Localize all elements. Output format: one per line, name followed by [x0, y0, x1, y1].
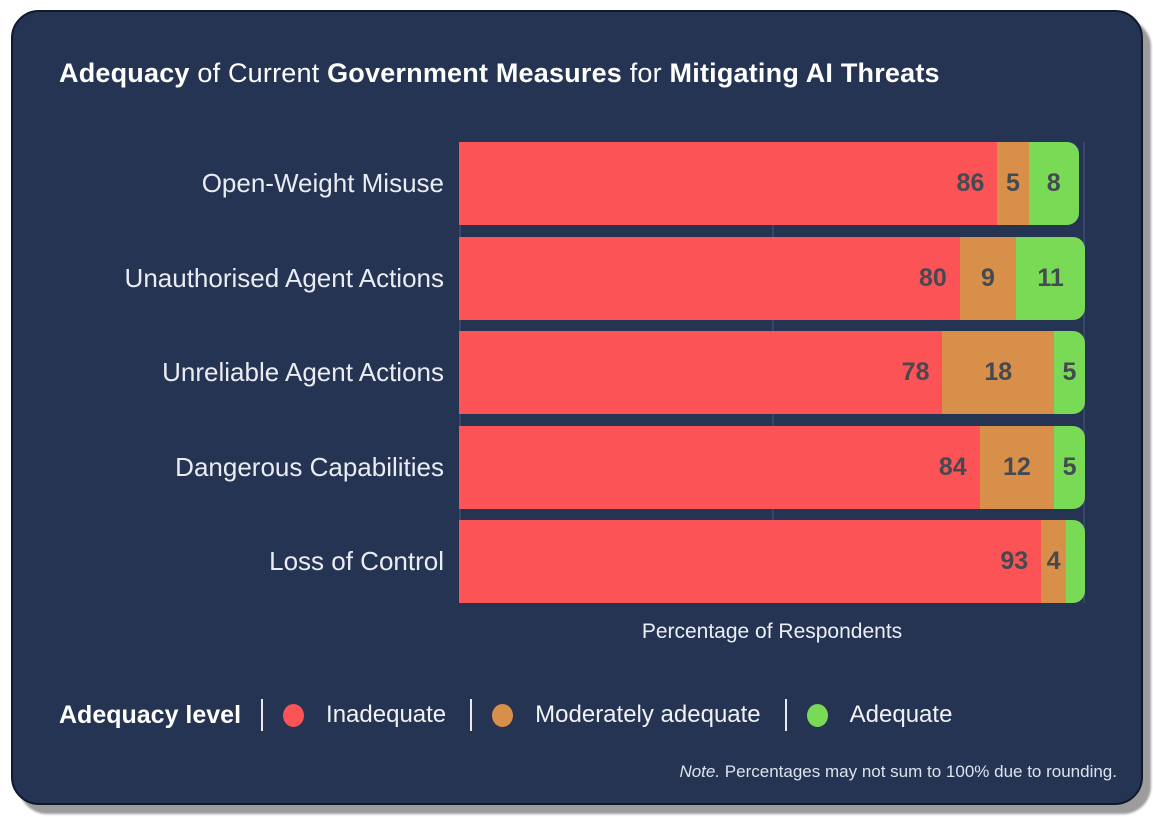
- chart-title: Adequacy of Current Government Measures …: [59, 58, 1111, 89]
- bar-row: Dangerous Capabilities 84 12 5: [28, 425, 1086, 509]
- bar-segment-inadequate: 86: [459, 142, 998, 225]
- category-label: Open-Weight Misuse: [201, 168, 444, 198]
- bar-segment-moderately-adequate: 12: [979, 425, 1055, 509]
- bar-segment-inadequate: 78: [459, 331, 943, 414]
- legend-dot: [283, 703, 305, 727]
- bar-track: 84 12 5: [459, 425, 1086, 509]
- legend-label: Adequate: [849, 701, 953, 728]
- bar-row: Loss of Control 93 4: [28, 520, 1085, 603]
- bar-segment-moderately-adequate: 4: [1041, 520, 1067, 603]
- bar-segment-inadequate: 84: [459, 425, 980, 509]
- title-part: Adequacy: [59, 58, 190, 88]
- bar-value-label: 5: [1062, 358, 1077, 386]
- legend-divider: [470, 699, 473, 731]
- bar-value-label: 11: [1037, 263, 1064, 292]
- legend-divider: [784, 699, 787, 731]
- legend-dot: [806, 703, 828, 727]
- bar-segment-moderately-adequate: 18: [942, 331, 1055, 414]
- bar-track: 78 18 5: [459, 331, 1085, 414]
- legend-label: Inadequate: [326, 701, 447, 728]
- footnote-text: Percentages may not sum to 100% due to r…: [720, 762, 1117, 781]
- bar-row: Unauthorised Agent Actions 80 9 11: [28, 236, 1085, 320]
- bar-value-label: 9: [981, 263, 995, 292]
- bar-segment-moderately-adequate: 9: [959, 236, 1017, 320]
- bar-value-label: 18: [984, 358, 1013, 386]
- title-part: for: [622, 58, 670, 88]
- bar-value-label: 5: [1006, 169, 1020, 197]
- bar-segment-adequate: 5: [1054, 425, 1086, 509]
- bar-value-label: 12: [1002, 452, 1031, 481]
- legend-label: Moderately adequate: [535, 701, 761, 728]
- bar-rows: Open-Weight Misuse 86 5 8 Unauthorised Agent…: [28, 142, 1086, 603]
- legend-divider: [261, 699, 264, 731]
- bar-value-label: 80: [918, 263, 947, 292]
- bar-segment-inadequate: 80: [459, 236, 960, 320]
- title-part: Mitigating AI Threats: [669, 58, 940, 88]
- bar-track: 80 9 11: [459, 236, 1085, 320]
- bar-segment-moderately-adequate: 5: [997, 142, 1029, 225]
- legend: Adequacy level Inadequate Moderately ade…: [59, 694, 976, 736]
- category-label: Unauthorised Agent Actions: [124, 262, 444, 293]
- title-part: Government Measures: [327, 58, 623, 88]
- bar-segment-inadequate: 93: [459, 520, 1042, 603]
- bar-segment-adequate: 11: [1016, 236, 1085, 320]
- footnote-prefix: Note.: [679, 762, 721, 781]
- bar-value-label: 5: [1062, 452, 1077, 481]
- bar-value-label: 4: [1046, 547, 1061, 575]
- bar-segment-adequate: [1066, 520, 1085, 603]
- bar-value-label: 86: [956, 169, 985, 197]
- bar-segment-adequate: 8: [1028, 142, 1079, 225]
- bar-value-label: 93: [1000, 547, 1029, 575]
- bar-track: 93 4: [459, 520, 1085, 603]
- legend-dot: [492, 703, 514, 727]
- bar-track: 86 5 8: [459, 142, 1085, 225]
- bar-row: Unreliable Agent Actions 78 18 5: [28, 331, 1085, 414]
- bar-segment-adequate: 5: [1054, 331, 1085, 414]
- bar-value-label: 8: [1046, 169, 1061, 197]
- category-label: Dangerous Capabilities: [175, 451, 444, 482]
- x-axis-label: Percentage of Respondents: [641, 620, 903, 643]
- bar-row: Open-Weight Misuse 86 5 8: [28, 142, 1085, 225]
- title-part: of Current: [189, 58, 328, 88]
- footnote: Note. Percentages may not sum to 100% du…: [679, 762, 1117, 782]
- chart-card: Adequacy of Current Government Measures …: [11, 10, 1143, 805]
- legend-item-adequate: Adequate: [806, 701, 953, 729]
- category-label: Unreliable Agent Actions: [162, 357, 444, 387]
- bar-value-label: 84: [938, 452, 967, 481]
- bar-value-label: 78: [901, 358, 930, 386]
- legend-item-inadequate: Inadequate: [283, 701, 446, 729]
- category-label: Loss of Control: [269, 546, 444, 576]
- legend-title: Adequacy level: [59, 700, 242, 729]
- legend-item-moderately-adequate: Moderately adequate: [492, 701, 761, 729]
